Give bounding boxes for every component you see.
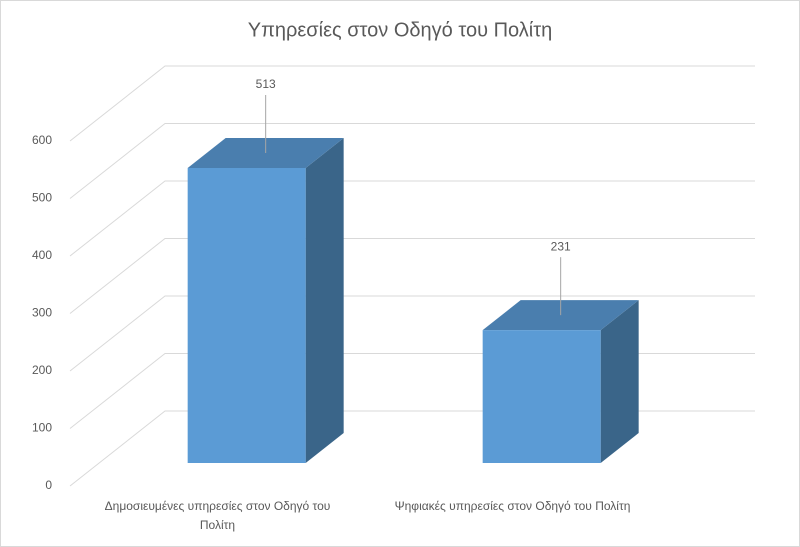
bar bbox=[482, 330, 601, 463]
data-label: 231 bbox=[551, 239, 571, 253]
y-tick-label: 500 bbox=[32, 191, 52, 205]
y-tick-label: 600 bbox=[32, 133, 52, 147]
y-tick-label: 0 bbox=[45, 478, 52, 492]
data-label: 513 bbox=[256, 77, 276, 91]
y-tick-label: 400 bbox=[32, 248, 52, 262]
y-tick-label: 200 bbox=[32, 363, 52, 377]
grid-line bbox=[69, 238, 755, 314]
x-tick-label: Ψηφιακές υπηρεσίες στον Οδηγό του Πολίτη bbox=[394, 499, 631, 513]
y-tick-label: 300 bbox=[32, 306, 52, 320]
y-tick-label: 100 bbox=[32, 421, 52, 435]
bar bbox=[187, 168, 306, 463]
grid-line bbox=[69, 180, 755, 257]
bar-side bbox=[305, 138, 344, 463]
grid-line bbox=[69, 123, 755, 199]
chart-title: Υπηρεσίες στον Οδηγό του Πολίτη bbox=[248, 19, 552, 41]
x-tick-label: Δημοσιευμένες υπηρεσίες στον Οδηγό του Π… bbox=[104, 499, 331, 532]
grid-line bbox=[69, 65, 755, 142]
bar-side bbox=[600, 300, 639, 463]
grid-line bbox=[69, 295, 755, 372]
